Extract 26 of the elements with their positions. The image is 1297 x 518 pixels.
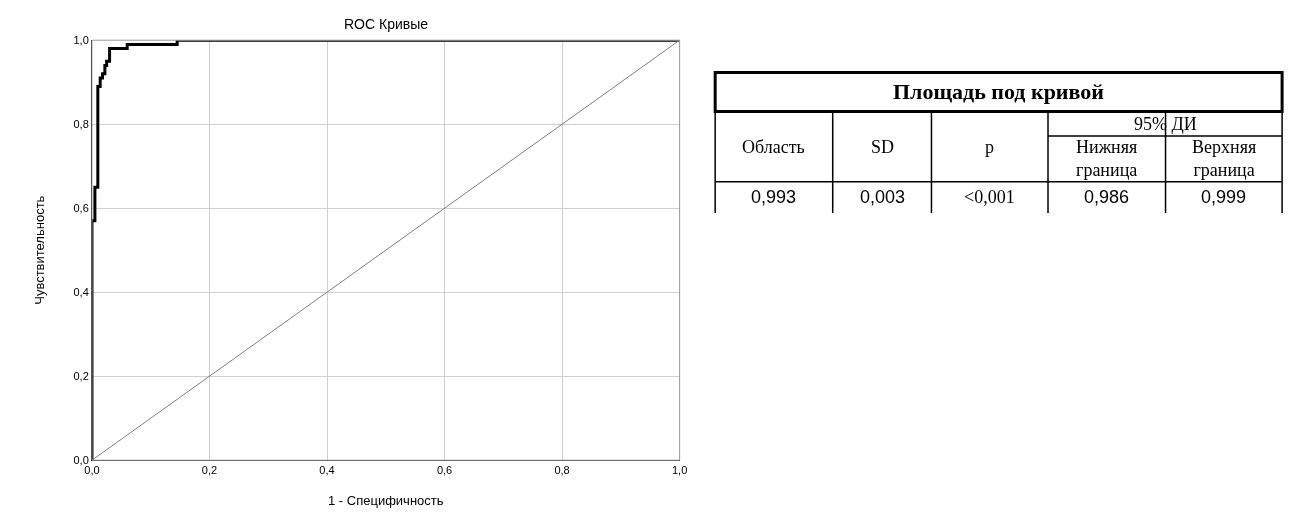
y-tick-label: 0,4 — [73, 286, 89, 299]
text: SD — [871, 137, 895, 157]
x-tick-label: 0,4 — [319, 464, 335, 477]
text: Нижняя граница — [1076, 137, 1138, 181]
chart-title: ROC Кривые — [344, 16, 429, 32]
x-tick-label: 0,2 — [201, 464, 218, 477]
y-tick-label: 1,0 — [73, 34, 89, 47]
x-tick-label: 1,0 — [671, 464, 688, 477]
y-tick-label: 0,0 — [73, 454, 89, 467]
text: 0,986 — [1084, 187, 1130, 207]
text: Верхняя граница — [1192, 137, 1257, 181]
y-tick-label: 0,2 — [73, 370, 89, 383]
y-axis-title: Чувствительность — [32, 195, 48, 305]
x-tick-label: 0,6 — [436, 464, 453, 477]
text: 0,003 — [860, 187, 906, 207]
x-axis-title: 1 - Специфичность — [328, 493, 444, 509]
text: p — [985, 137, 994, 157]
text: Область — [742, 137, 805, 157]
text: 0,993 — [751, 187, 797, 207]
x-tick-label: 0,8 — [554, 464, 570, 477]
x-tick-label: 0,0 — [84, 464, 100, 477]
text: <0,001 — [964, 187, 1015, 207]
text: Площадь под кривой — [893, 79, 1105, 104]
text: 0,999 — [1201, 187, 1247, 207]
y-tick-label: 0,6 — [73, 202, 89, 215]
y-tick-label: 0,8 — [73, 118, 89, 131]
